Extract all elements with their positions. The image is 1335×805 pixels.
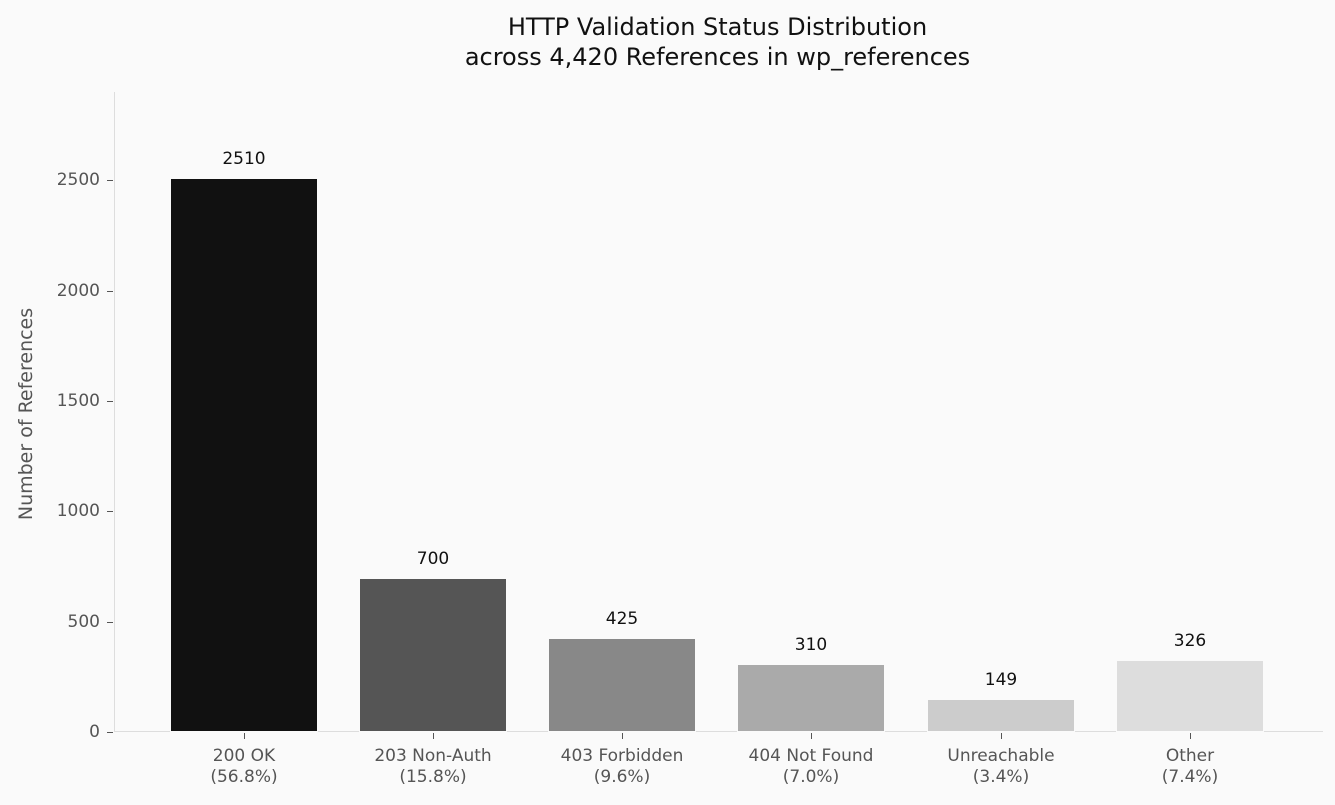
category-percentage: (7.0%) (782, 767, 840, 787)
x-tick-mark (811, 733, 812, 739)
y-tick-label: 500 (67, 611, 100, 632)
y-tick-label: 1000 (56, 501, 100, 522)
category-name: Other (1165, 746, 1215, 766)
x-tick-label: 203 Non-Auth (15.8%) (333, 746, 533, 788)
x-tick-label: 404 Not Found (7.0%) (711, 746, 911, 788)
y-axis-label: Number of References (15, 307, 37, 521)
bar-404-not-found (737, 663, 885, 732)
category-percentage: (7.4%) (1161, 767, 1219, 787)
category-name: 403 Forbidden (560, 746, 684, 766)
x-tick-mark (1190, 733, 1191, 739)
bar-200-ok (170, 178, 318, 732)
y-tick-mark (107, 732, 113, 733)
bar-value-label: 310 (794, 634, 828, 655)
x-tick-label: Unreachable (3.4%) (901, 746, 1101, 788)
y-tick-mark (107, 621, 113, 623)
plot-area: 0 500 1000 1500 2000 2500 2510 700 425 310 149 326 (57, 92, 1323, 742)
x-tick-mark (622, 733, 623, 739)
category-name: 200 OK (212, 746, 276, 766)
category-percentage: (15.8%) (399, 767, 467, 787)
x-tick-mark (433, 733, 434, 739)
category-name: 404 Not Found (748, 746, 874, 766)
bar-value-label: 326 (1173, 631, 1207, 652)
category-percentage: (56.8%) (210, 767, 278, 787)
chart-subtitle: across 4,420 References in wp_references (464, 43, 971, 71)
y-tick-label: 2000 (56, 280, 100, 301)
category-percentage: (9.6%) (593, 767, 651, 787)
bar-403-forbidden (548, 638, 696, 732)
x-tick-mark (244, 733, 245, 739)
bar-value-label: 149 (984, 670, 1018, 691)
bar-other (1116, 660, 1264, 732)
x-tick-mark (1001, 733, 1002, 739)
bar-value-label: 425 (605, 609, 639, 630)
y-tick-label: 0 (89, 722, 100, 742)
category-name: Unreachable (947, 746, 1055, 766)
y-axis-line (114, 92, 115, 732)
category-percentage: (3.4%) (972, 767, 1030, 787)
y-tick-mark (107, 290, 113, 292)
bar-value-label: 700 (416, 548, 450, 569)
bar-203-non-auth (359, 577, 507, 732)
y-tick-mark (107, 400, 113, 402)
y-tick-label: 1500 (56, 390, 100, 411)
x-tick-label: 403 Forbidden (9.6%) (522, 746, 722, 788)
y-tick-mark (107, 511, 113, 513)
y-tick-mark (107, 180, 113, 182)
bar-value-label: 2510 (222, 149, 266, 170)
y-tick-label: 2500 (56, 170, 100, 191)
x-tick-label: 200 OK (56.8%) (144, 746, 344, 788)
x-axis-line (114, 731, 1323, 732)
chart-title: HTTP Validation Status Distribution (507, 13, 928, 41)
category-name: 203 Non-Auth (374, 746, 492, 766)
x-tick-label: Other (7.4%) (1090, 746, 1290, 788)
bar-unreachable (927, 699, 1075, 732)
